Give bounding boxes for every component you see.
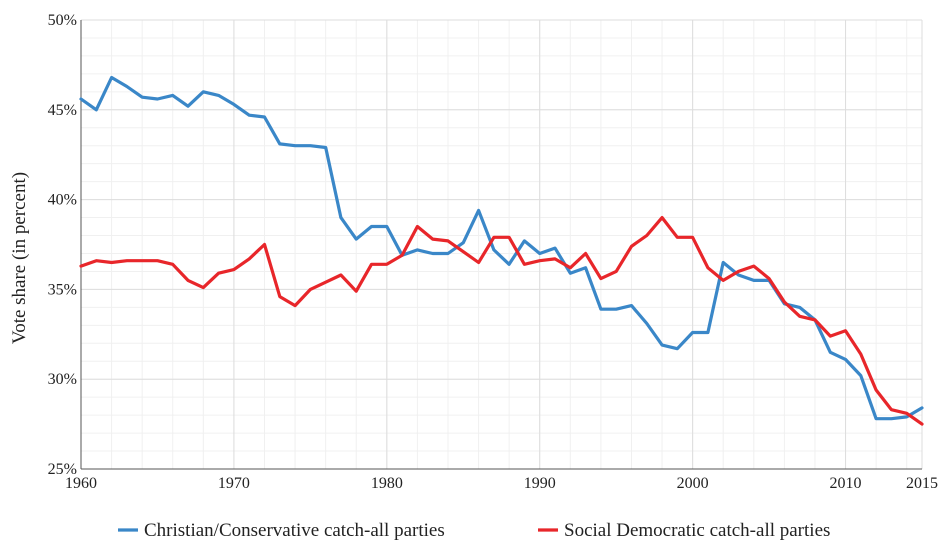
y-tick-label: 35% [48,281,77,298]
y-tick-label: 45% [48,102,77,119]
x-tick-label: 1990 [524,475,556,492]
y-tick-label: 30% [48,371,77,388]
x-tick-label: 2000 [677,475,709,492]
x-tick-label: 2010 [830,475,862,492]
series-line-2 [79,216,924,426]
y-tick-label: 40% [48,192,77,209]
y-tick-label: 25% [48,461,77,478]
tick-labels: 1960 1970 1980 1990 2000 2010 2015 25% 30% 35% 40%… [48,12,938,492]
legend-label-1: Christian/Conservative catch-all parties [144,520,445,541]
x-tick-label: 1970 [218,475,250,492]
legend: Christian/Conservative catch-all parties… [118,520,830,541]
x-tick-label: 1960 [65,475,97,492]
y-tick-label: 50% [48,12,77,29]
x-tick-label: 2015 [906,475,938,492]
y-axis-title: Vote share (in percent) [9,172,30,344]
grid [80,19,923,470]
axes [80,20,922,470]
legend-label-2: Social Democratic catch-all parties [564,520,830,541]
series-line-1 [79,75,924,421]
series-lines [79,75,924,426]
x-tick-label: 1980 [371,475,403,492]
